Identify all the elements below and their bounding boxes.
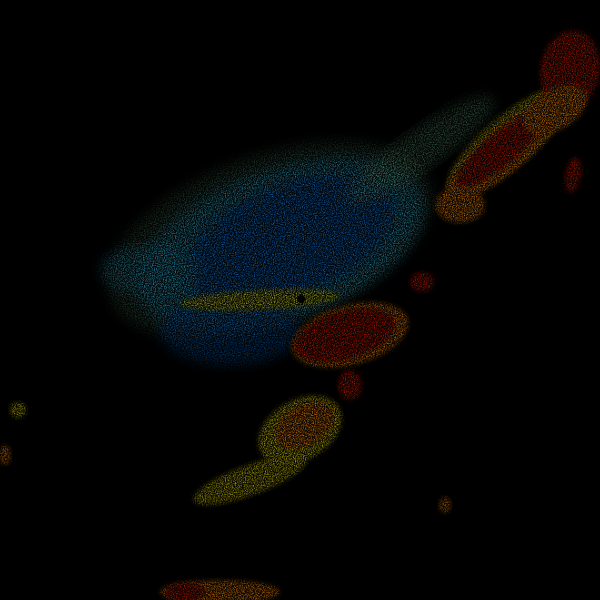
echo-red-cell-small [410, 272, 434, 292]
echo-orange-west [0, 445, 11, 465]
echo-red-s3 [338, 370, 362, 400]
echo-orange-ne2 [435, 187, 485, 223]
radar-site-marker [297, 295, 305, 303]
echo-yellow-s2 [193, 455, 307, 505]
echo-red-ne [456, 112, 544, 188]
echo-orange-ne4 [523, 85, 587, 135]
echo-red-cell [294, 308, 396, 362]
echo-blue-south [160, 295, 300, 365]
echo-orange-se [439, 497, 451, 513]
echo-light-band [345, 95, 495, 205]
echo-yellow-line [180, 289, 340, 311]
echo-red-ne5 [564, 157, 582, 193]
echo-yellow-west [10, 402, 26, 418]
echo-cyan-west [100, 245, 200, 295]
echo-orange-s [275, 401, 335, 449]
echo-red-bottom [165, 582, 205, 600]
echo-blue-core [185, 174, 395, 306]
